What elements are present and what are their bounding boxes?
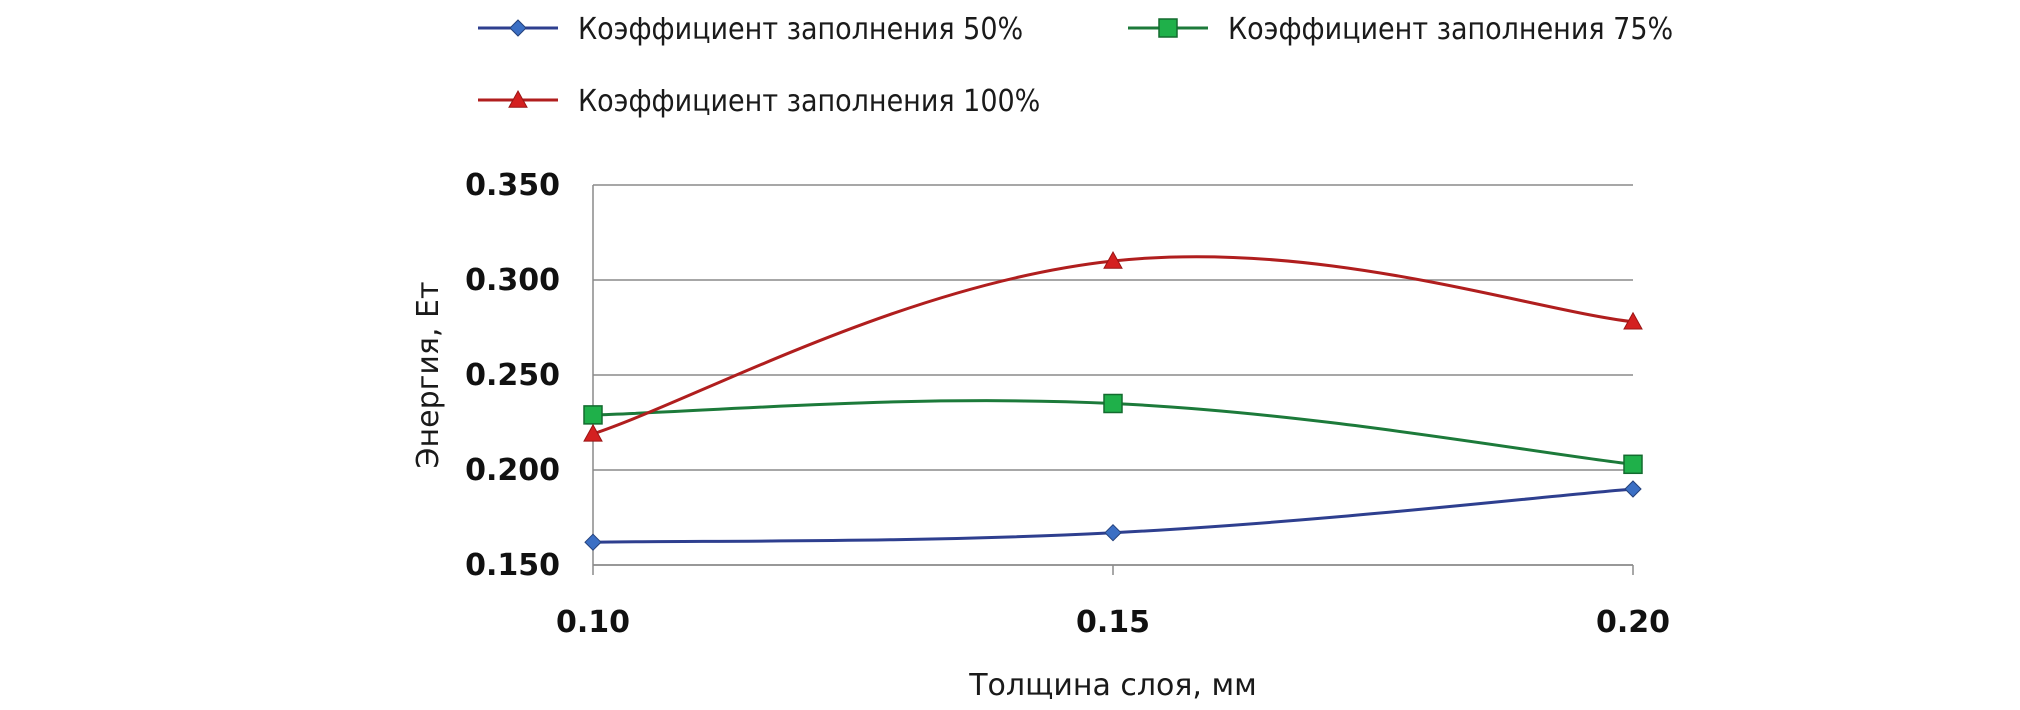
- legend-marker: [509, 19, 527, 37]
- axes: [592, 185, 1634, 575]
- legend-label: Коэффициент заполнения 50%: [578, 12, 1023, 47]
- legend-item: Коэффициент заполнения 50%: [478, 12, 1023, 47]
- y-axis-title: Энергия, Ет: [411, 282, 446, 469]
- series-3: [583, 250, 1643, 442]
- data-point: [1103, 393, 1123, 414]
- legend-item: Коэффициент заполнения 100%: [478, 84, 1040, 119]
- data-point: [584, 533, 602, 551]
- legend-marker: [508, 89, 528, 108]
- series-2: [583, 393, 1643, 475]
- legend-label: Коэффициент заполнения 75%: [1228, 12, 1673, 47]
- legend-item: Коэффициент заполнения 75%: [1128, 12, 1673, 47]
- legend-label: Коэффициент заполнения 100%: [578, 84, 1040, 119]
- legend: Коэффициент заполнения 50% Коэффициент за…: [478, 12, 1673, 119]
- series-1: [584, 480, 1642, 551]
- data-point: [1623, 311, 1643, 330]
- y-tick-label: 0.300: [465, 263, 560, 298]
- y-tick-label: 0.150: [465, 548, 560, 583]
- data-point: [583, 423, 603, 442]
- y-tick-labels: 0.350 0.300 0.250 0.200 0.150: [465, 168, 560, 583]
- series-group: [583, 250, 1643, 551]
- x-tick-label: 0.10: [556, 605, 630, 640]
- y-tick-label: 0.250: [465, 358, 560, 393]
- data-point: [1623, 454, 1643, 475]
- y-tick-label: 0.350: [465, 168, 560, 203]
- data-point: [1624, 480, 1642, 498]
- x-tick-labels: 0.10 0.15 0.20: [556, 605, 1670, 640]
- gridlines: [593, 184, 1633, 566]
- y-tick-label: 0.200: [465, 453, 560, 488]
- data-point: [1104, 523, 1122, 542]
- data-point: [1103, 250, 1123, 269]
- x-tick-label: 0.20: [1596, 605, 1670, 640]
- legend-marker: [1158, 18, 1178, 38]
- x-axis-title: Толщина слоя, мм: [968, 668, 1257, 703]
- x-tick-label: 0.15: [1076, 605, 1150, 640]
- data-point: [583, 405, 603, 425]
